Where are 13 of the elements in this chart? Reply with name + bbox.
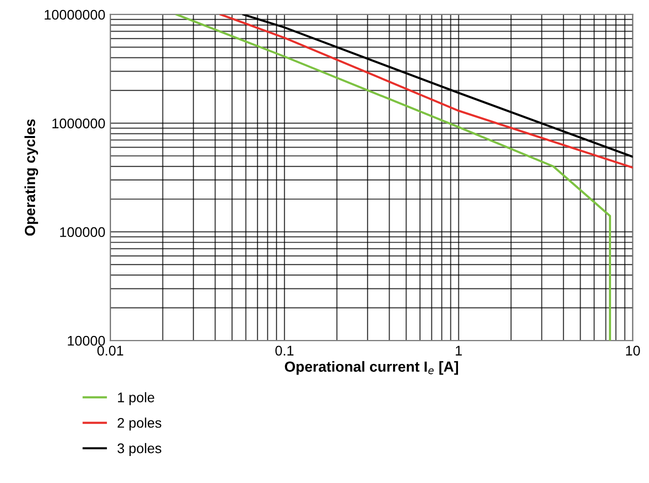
- legend-label: 3 poles: [118, 443, 162, 456]
- y-tick-label: 1000000: [52, 118, 105, 128]
- y-tick-label: 100000: [60, 227, 105, 238]
- x-tick-label: 10: [626, 346, 640, 356]
- y-axis-title: Operating cycles: [24, 119, 38, 236]
- y-tick-label: 10000000: [44, 10, 105, 20]
- x-tick-label: 1: [456, 346, 462, 356]
- y-tick-label: 10000: [68, 336, 105, 346]
- x-tick-label: 0.1: [275, 346, 294, 356]
- legend-label: 1 pole: [118, 392, 154, 406]
- x-tick-label: 0.01: [97, 346, 124, 356]
- legend-label: 2 poles: [118, 418, 162, 431]
- x-axis-title: Operational current I$_{e}$ [A]: [284, 361, 458, 375]
